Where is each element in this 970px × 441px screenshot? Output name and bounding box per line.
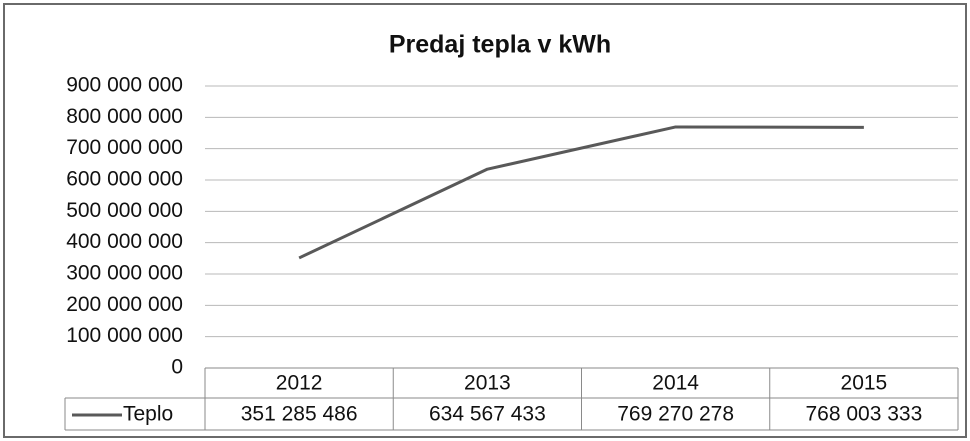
- y-tick-label: 900 000 000: [66, 74, 183, 97]
- y-tick-label: 400 000 000: [66, 230, 183, 253]
- y-tick-label: 700 000 000: [66, 136, 183, 159]
- table-value: 351 285 486: [241, 403, 358, 426]
- table-value: 634 567 433: [429, 403, 546, 426]
- y-tick-label: 500 000 000: [66, 199, 183, 222]
- x-tick-label: 2014: [652, 372, 699, 395]
- y-tick-label: 800 000 000: [66, 105, 183, 128]
- y-tick-label: 300 000 000: [66, 262, 183, 285]
- table-value: 768 003 333: [805, 403, 922, 426]
- y-tick-label: 600 000 000: [66, 168, 183, 191]
- y-tick-label: 200 000 000: [66, 293, 183, 316]
- x-tick-label: 2015: [841, 372, 888, 395]
- chart-border: [3, 3, 967, 438]
- line-series: [298, 125, 864, 260]
- legend-label: Teplo: [123, 403, 173, 426]
- chart-title: Predaj tepla v kWh: [389, 31, 611, 59]
- x-tick-label: 2013: [464, 372, 511, 395]
- table-value: 769 270 278: [617, 403, 734, 426]
- x-tick-label: 2012: [276, 372, 323, 395]
- y-tick-label: 0: [171, 356, 183, 379]
- y-tick-label: 100 000 000: [66, 324, 183, 347]
